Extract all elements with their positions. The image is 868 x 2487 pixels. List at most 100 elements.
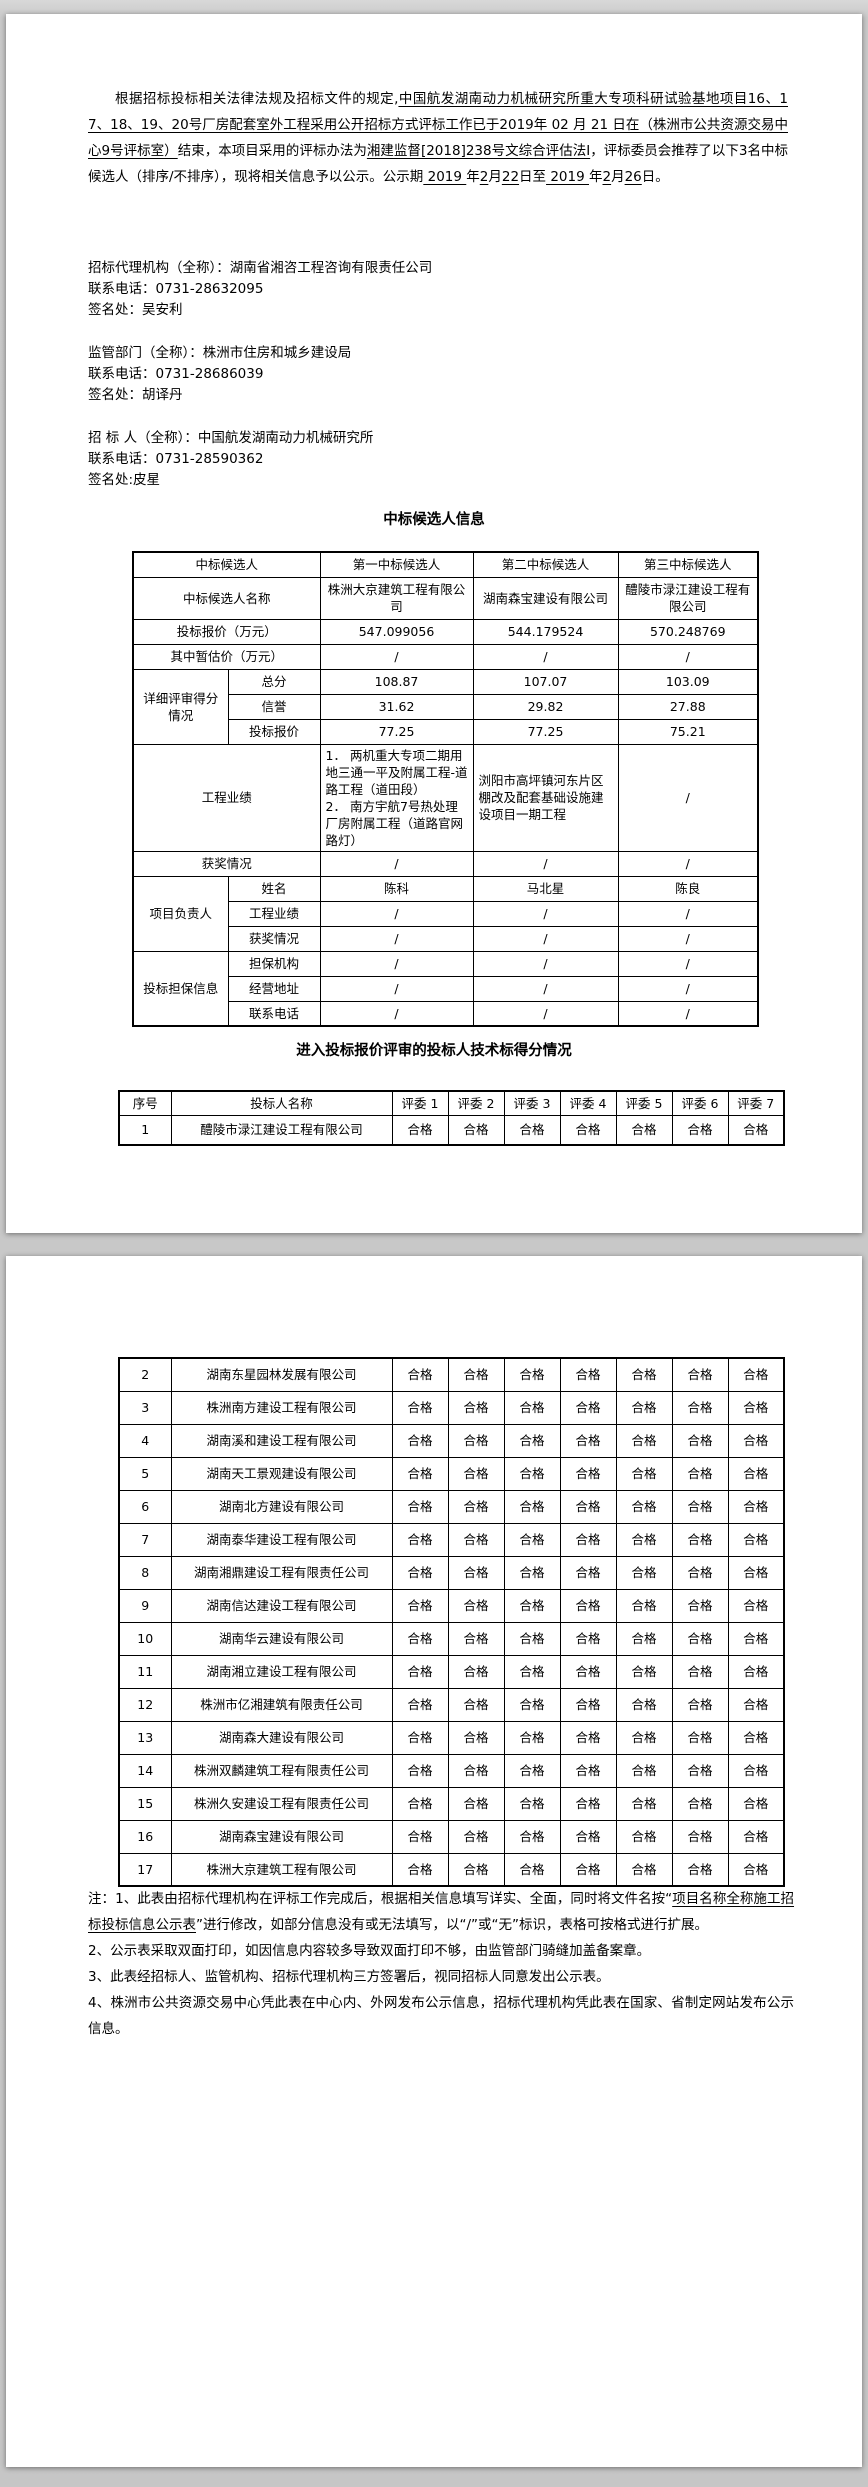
bidder-name-cell: 湖南森大建设有限公司 bbox=[170, 1720, 393, 1755]
note-text-segment: 2、公示表采取双面打印，如因信息内容较多导致双面打印不够，由监管部门骑缝加盖备案… bbox=[88, 1943, 651, 1959]
score-cell: 合格 bbox=[447, 1423, 505, 1458]
bidder-name-cell: 湖南信达建设工程有限公司 bbox=[170, 1588, 393, 1623]
score-cell: 合格 bbox=[503, 1522, 561, 1557]
score-cell: 合格 bbox=[615, 1114, 673, 1146]
score-cell: 合格 bbox=[559, 1654, 617, 1689]
value-cell: / bbox=[319, 850, 474, 877]
row-label-cell: 信誉 bbox=[227, 693, 321, 720]
contact-line: 签名处：吴安利 bbox=[88, 302, 183, 318]
score-cell: 合格 bbox=[671, 1423, 729, 1458]
score-cell: 合格 bbox=[727, 1621, 785, 1656]
row-label-cell: 详细评审得分情况 bbox=[132, 668, 229, 745]
intro-text-segment: 中国航发湖南动力机械研究所重大专项科研试验基地项目16、17、18、19、20号… bbox=[88, 91, 788, 159]
seq-cell: 4 bbox=[118, 1423, 172, 1458]
score-cell: 合格 bbox=[671, 1522, 729, 1557]
bidder-name-cell: 湖南北方建设有限公司 bbox=[170, 1489, 393, 1524]
score-cell: 合格 bbox=[391, 1555, 449, 1590]
column-header-cell: 评委 7 bbox=[727, 1090, 785, 1116]
column-header-cell: 投标人名称 bbox=[170, 1090, 393, 1116]
score-cell: 合格 bbox=[391, 1522, 449, 1557]
score-cell: 合格 bbox=[615, 1489, 673, 1524]
note-paragraph: 注：1、此表由招标代理机构在评标工作完成后，根据相关信息填写详实、全面，同时将文… bbox=[88, 1886, 794, 1938]
score-cell: 合格 bbox=[671, 1621, 729, 1656]
contact-block: 招标代理机构（全称）：湖南省湘咨工程咨询有限责任公司 联系电话：0731-2863… bbox=[88, 258, 788, 321]
bidder-name-cell: 湖南天工景观建设有限公司 bbox=[170, 1456, 393, 1491]
score-cell: 合格 bbox=[559, 1357, 617, 1392]
score-cell: 合格 bbox=[559, 1522, 617, 1557]
row-label-cell: 投标报价 bbox=[227, 718, 321, 745]
value-cell: / bbox=[617, 900, 759, 927]
value-cell: / bbox=[472, 975, 619, 1002]
bidder-row: 1 醴陵市渌江建设工程有限公司 合格 合格 合格 合格 合格 合格 合格 bbox=[118, 1114, 785, 1146]
value-cell: / bbox=[472, 1000, 619, 1027]
bidder-name-cell: 湖南溪和建设工程有限公司 bbox=[170, 1423, 393, 1458]
score-cell: 合格 bbox=[447, 1687, 505, 1722]
row-label-cell: 获奖情况 bbox=[227, 925, 321, 952]
score-cell: 合格 bbox=[503, 1786, 561, 1821]
value-cell: / bbox=[319, 975, 474, 1002]
intro-text-segment: 根据招标投标相关法律法规及招标文件的规定, bbox=[115, 91, 399, 107]
value-cell: / bbox=[472, 850, 619, 877]
score-cell: 合格 bbox=[503, 1357, 561, 1392]
score-cell: 合格 bbox=[615, 1390, 673, 1425]
score-cell: 合格 bbox=[503, 1489, 561, 1524]
note-text-segment: ”进行修改，如部分信息没有或无法填写，以“/”或“无”标识，表格可按格式进行扩展… bbox=[196, 1917, 709, 1933]
intro-text-segment: 26 bbox=[624, 169, 642, 185]
score-cell: 合格 bbox=[671, 1687, 729, 1722]
column-header-cell: 评委 5 bbox=[615, 1090, 673, 1116]
seq-cell: 11 bbox=[118, 1654, 172, 1689]
score-cell: 合格 bbox=[727, 1357, 785, 1392]
seq-cell: 6 bbox=[118, 1489, 172, 1524]
score-cell: 合格 bbox=[447, 1819, 505, 1854]
score-cell: 合格 bbox=[391, 1819, 449, 1854]
bidder-row: 2 湖南东星园林发展有限公司 合格 合格 合格 合格 合格 合格 合格 bbox=[118, 1357, 785, 1392]
value-cell: 陈良 bbox=[617, 875, 759, 902]
score-cell: 合格 bbox=[559, 1456, 617, 1491]
value-cell: / bbox=[319, 643, 474, 670]
seq-cell: 10 bbox=[118, 1621, 172, 1656]
score-cell: 合格 bbox=[615, 1357, 673, 1392]
bidder-row: 10 湖南华云建设有限公司 合格 合格 合格 合格 合格 合格 合格 bbox=[118, 1621, 785, 1656]
intro-text-segment: ，评标委员会推荐了以下3名中标候选人（排序/不排序），现将相关信息予以公示。公示… bbox=[88, 143, 789, 185]
score-cell: 合格 bbox=[391, 1588, 449, 1623]
contact-blocks: 招标代理机构（全称）：湖南省湘咨工程咨询有限责任公司 联系电话：0731-2863… bbox=[88, 258, 788, 513]
score-cell: 合格 bbox=[727, 1522, 785, 1557]
bidder-name-cell: 株洲久安建设工程有限责任公司 bbox=[170, 1786, 393, 1821]
score-cell: 合格 bbox=[391, 1852, 449, 1887]
value-cell: 107.07 bbox=[472, 668, 619, 695]
score-cell: 合格 bbox=[447, 1489, 505, 1524]
notes-section: 注：1、此表由招标代理机构在评标工作完成后，根据相关信息填写详实、全面，同时将文… bbox=[88, 1886, 794, 2042]
score-cell: 合格 bbox=[671, 1390, 729, 1425]
bidder-row: 8 湖南湘鼎建设工程有限责任公司 合格 合格 合格 合格 合格 合格 合格 bbox=[118, 1555, 785, 1590]
bidder-name-cell: 株洲南方建设工程有限公司 bbox=[170, 1390, 393, 1425]
contact-line: 签名处：胡译丹 bbox=[88, 387, 183, 403]
value-cell: / bbox=[319, 900, 474, 927]
value-cell: 77.25 bbox=[472, 718, 619, 745]
intro-text-segment: 月 bbox=[611, 169, 625, 185]
column-header-cell: 评委 1 bbox=[391, 1090, 449, 1116]
score-cell: 合格 bbox=[727, 1720, 785, 1755]
contact-block: 招 标 人（全称）：中国航发湖南动力机械研究所 联系电话：0731-2859036… bbox=[88, 428, 788, 491]
seq-cell: 14 bbox=[118, 1753, 172, 1788]
row-label-cell: 中标候选人 bbox=[132, 551, 321, 578]
value-cell: 株洲大京建筑工程有限公司 bbox=[319, 576, 474, 620]
score-table-title: 进入投标报价评审的投标人技术标得分情况 bbox=[296, 1043, 572, 1059]
bidder-row: 7 湖南泰华建设工程有限公司 合格 合格 合格 合格 合格 合格 合格 bbox=[118, 1522, 785, 1557]
contact-line: 签名处:皮星 bbox=[88, 472, 161, 488]
score-cell: 合格 bbox=[503, 1753, 561, 1788]
bidder-name-cell: 醴陵市渌江建设工程有限公司 bbox=[170, 1114, 393, 1146]
row-label-cell: 经营地址 bbox=[227, 975, 321, 1002]
score-cell: 合格 bbox=[503, 1654, 561, 1689]
score-cell: 合格 bbox=[559, 1687, 617, 1722]
score-cell: 合格 bbox=[671, 1720, 729, 1755]
row-label-cell: 获奖情况 bbox=[132, 850, 321, 877]
column-header-cell: 评委 4 bbox=[559, 1090, 617, 1116]
seq-cell: 13 bbox=[118, 1720, 172, 1755]
candidate-table-title: 中标候选人信息 bbox=[383, 512, 485, 528]
score-cell: 合格 bbox=[615, 1456, 673, 1491]
value-cell: 马北星 bbox=[472, 875, 619, 902]
score-cell: 合格 bbox=[503, 1588, 561, 1623]
bidder-name-cell: 湖南森宝建设有限公司 bbox=[170, 1819, 393, 1854]
contact-line: 招 标 人（全称）：中国航发湖南动力机械研究所 bbox=[88, 430, 374, 446]
score-cell: 合格 bbox=[447, 1588, 505, 1623]
